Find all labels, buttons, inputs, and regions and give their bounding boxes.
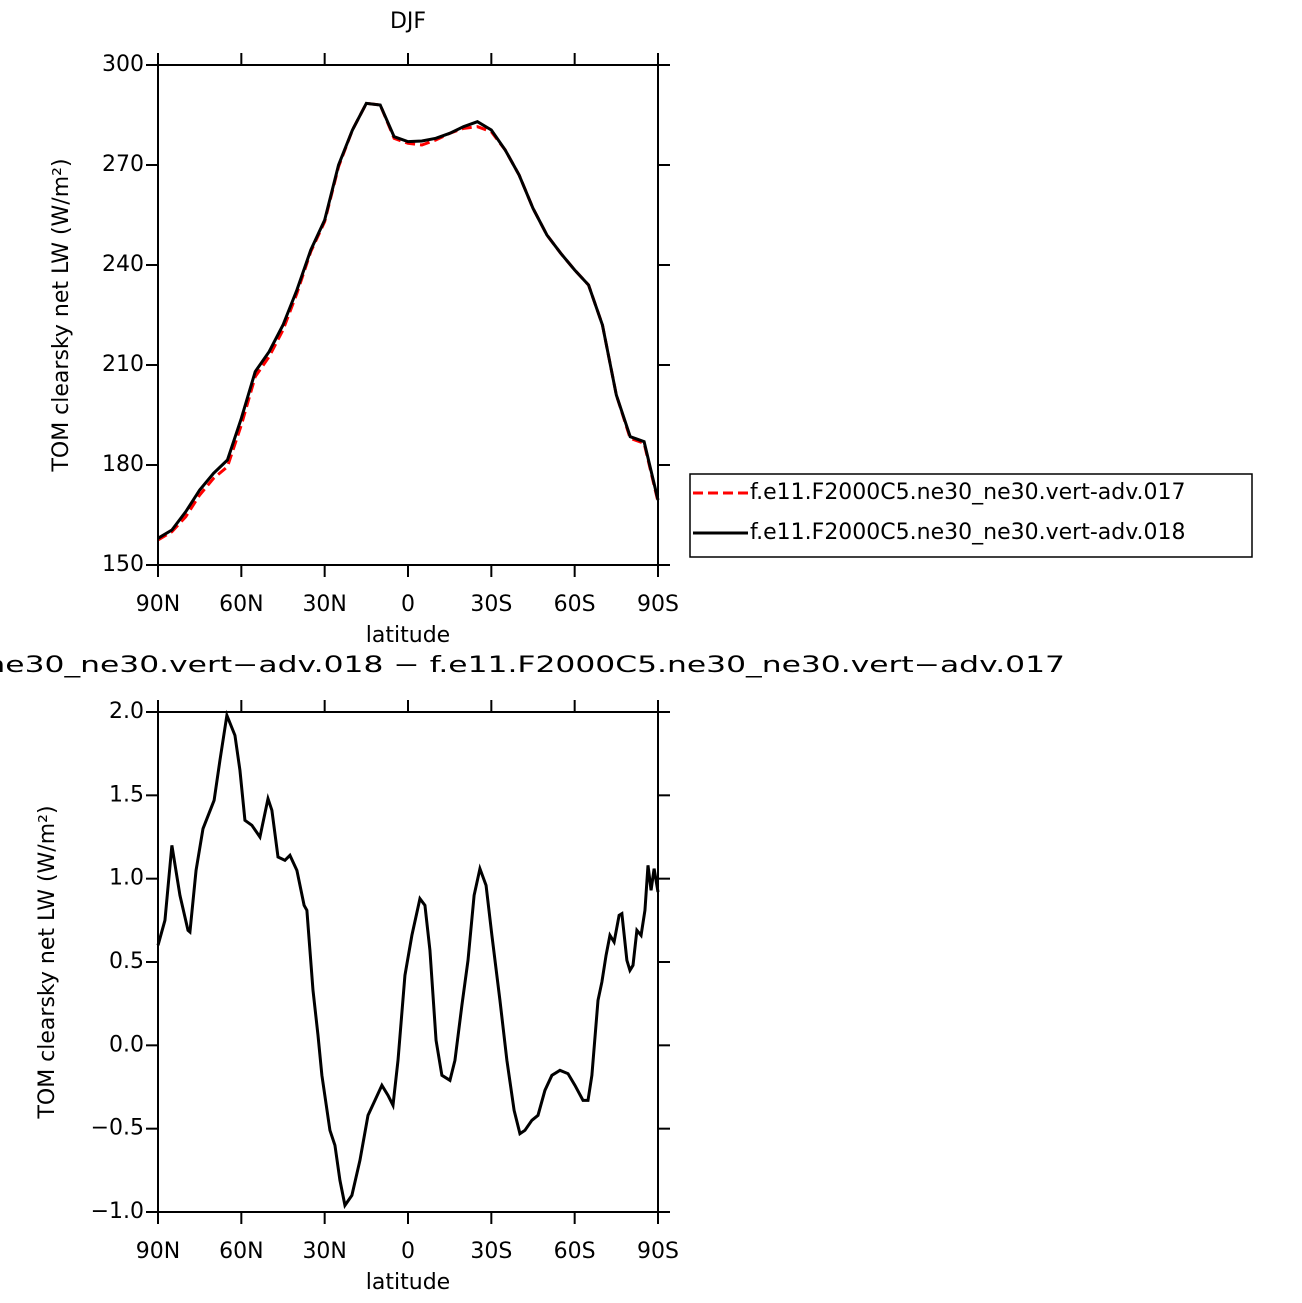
- y-tick-label: 210: [102, 352, 144, 377]
- y-tick-label: 1.5: [109, 782, 144, 807]
- legend-label: f.e11.F2000C5.ne30_ne30.vert-adv.017: [750, 480, 1186, 505]
- x-tick-label: 0: [401, 1239, 415, 1264]
- x-tick-label: 60S: [554, 1239, 596, 1264]
- x-tick-label: 30S: [470, 592, 512, 617]
- y-tick-label: 2.0: [109, 699, 144, 724]
- y-tick-label: 300: [102, 52, 144, 77]
- x-tick-label: 90S: [637, 592, 679, 617]
- x-tick-label: 60N: [219, 1239, 263, 1264]
- plot-frame: [157, 64, 659, 566]
- y-tick-label: 0.5: [109, 949, 144, 974]
- x-tick-label: 60N: [219, 592, 263, 617]
- data-line: [157, 101, 660, 542]
- chart-title: DJF: [390, 9, 426, 34]
- x-tick-label: 90S: [637, 1239, 679, 1264]
- legend-label: f.e11.F2000C5.ne30_ne30.vert-adv.018: [750, 520, 1186, 545]
- x-axis-label: latitude: [366, 1270, 450, 1295]
- x-tick-label: 0: [401, 592, 415, 617]
- y-tick-label: 150: [102, 552, 144, 577]
- x-tick-label: 30S: [470, 1239, 512, 1264]
- legend-box: [689, 473, 1253, 558]
- x-tick-label: 30N: [302, 592, 346, 617]
- y-tick-label: −0.5: [91, 1116, 144, 1141]
- y-tick-label: 180: [102, 452, 144, 477]
- data-line: [156, 709, 660, 1210]
- x-tick-label: 90N: [136, 592, 180, 617]
- y-axis-label: TOM clearsky net LW (W/m²): [49, 158, 74, 472]
- x-tick-label: 30N: [302, 1239, 346, 1264]
- y-tick-label: 240: [102, 252, 144, 277]
- y-tick-label: 0.0: [109, 1032, 144, 1057]
- x-tick-label: 90N: [136, 1239, 180, 1264]
- y-tick-label: 1.0: [109, 866, 144, 891]
- x-tick-label: 60S: [554, 592, 596, 617]
- y-axis-label: TOM clearsky net LW (W/m²): [35, 805, 60, 1119]
- data-line: [157, 101, 660, 540]
- chart-title: f.e11.F2000C5.ne30_ne30.vert−adv.018 − f…: [0, 653, 1065, 678]
- y-tick-label: −1.0: [91, 1199, 144, 1224]
- y-tick-label: 270: [102, 152, 144, 177]
- x-axis-label: latitude: [366, 623, 450, 648]
- plot-frame: [157, 711, 659, 1213]
